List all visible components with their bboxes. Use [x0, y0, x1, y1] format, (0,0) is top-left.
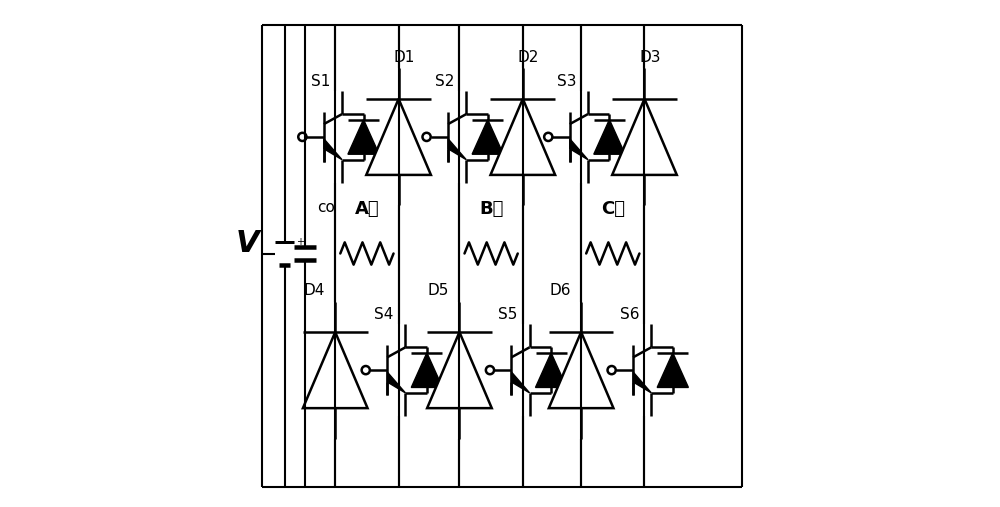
Polygon shape	[633, 372, 651, 393]
Polygon shape	[594, 120, 625, 154]
Polygon shape	[511, 372, 530, 393]
Text: D5: D5	[428, 283, 449, 298]
Polygon shape	[657, 353, 688, 387]
Text: C相: C相	[601, 200, 625, 218]
Polygon shape	[549, 332, 613, 408]
Text: V: V	[236, 229, 259, 258]
Text: D2: D2	[518, 50, 539, 65]
Polygon shape	[303, 332, 368, 408]
Text: D1: D1	[394, 50, 415, 65]
Polygon shape	[570, 139, 588, 160]
Polygon shape	[411, 353, 442, 387]
Polygon shape	[490, 99, 555, 175]
Text: S3: S3	[557, 74, 576, 89]
Text: +: +	[296, 237, 304, 247]
Text: S2: S2	[435, 74, 454, 89]
Polygon shape	[472, 120, 503, 154]
Text: D4: D4	[304, 283, 325, 298]
Polygon shape	[387, 372, 405, 393]
Text: S6: S6	[620, 307, 639, 322]
Text: S1: S1	[311, 74, 330, 89]
Text: B相: B相	[479, 200, 503, 218]
Text: A相: A相	[355, 200, 379, 218]
Polygon shape	[427, 332, 492, 408]
Text: co: co	[317, 200, 335, 215]
Text: D3: D3	[639, 50, 661, 65]
Polygon shape	[366, 99, 431, 175]
Polygon shape	[448, 139, 466, 160]
Polygon shape	[536, 353, 567, 387]
Polygon shape	[612, 99, 677, 175]
Text: S5: S5	[498, 307, 518, 322]
Polygon shape	[348, 120, 379, 154]
Text: S4: S4	[374, 307, 394, 322]
Polygon shape	[324, 139, 342, 160]
Text: D6: D6	[549, 283, 571, 298]
